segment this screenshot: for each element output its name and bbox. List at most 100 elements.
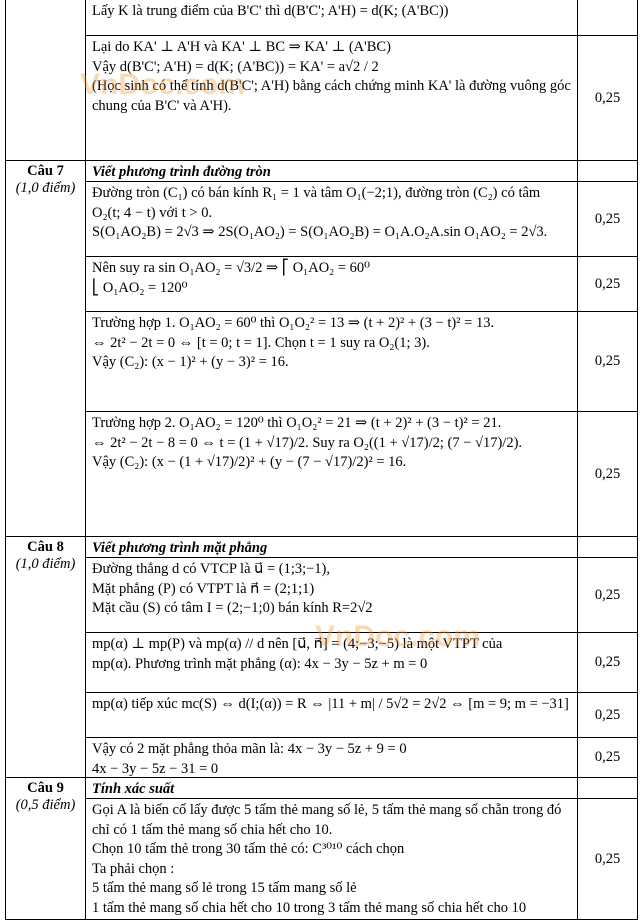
section-title: Viết phương trình đường tròn xyxy=(92,164,271,180)
score-cell: 0,25 xyxy=(577,312,637,411)
text-line: Đường thẳng d có VTCP là u⃗ = (1;3;−1), xyxy=(92,561,331,577)
score: 0,25 xyxy=(594,654,621,670)
text-line: Vậy có 2 mặt phẳng thỏa mãn là: 4x − 3y … xyxy=(92,741,407,757)
score-cell: 0,25 xyxy=(577,693,637,737)
text-line: 1 tấm thẻ mang số chia hết cho 10 trong … xyxy=(92,899,527,916)
part-row: Đường thẳng d có VTCP là u⃗ = (1;3;−1), M… xyxy=(86,557,637,632)
question-points: (0,5 điểm) xyxy=(15,797,76,813)
text-line: Trường hợp 2. O₁AO₂ = 120⁰ thì O₁O₂² = 2… xyxy=(92,415,502,431)
question-group: Câu 7 (1,0 điểm) Viết phương trình đường t… xyxy=(6,161,637,537)
part-content: mp(α) tiếp xúc mc(S) ⇔ d(I;(α)) = R ⇔ |1… xyxy=(86,693,577,737)
question-label: Câu 8 xyxy=(27,539,64,555)
part-row: Lại do KA' ⊥ A'H và KA' ⊥ BC ⇒ KA' ⊥ (A'… xyxy=(86,35,637,160)
question-label-cell: Câu 8 (1,0 điểm) xyxy=(6,537,86,777)
part-row: mp(α) tiếp xúc mc(S) ⇔ d(I;(α)) = R ⇔ |1… xyxy=(86,692,637,737)
score-cell xyxy=(577,537,637,557)
question-label-cell: Câu 9 (0,5 điểm) xyxy=(6,778,86,919)
part-content: Lại do KA' ⊥ A'H và KA' ⊥ BC ⇒ KA' ⊥ (A'… xyxy=(86,36,577,160)
score: 0,25 xyxy=(594,465,621,482)
text-line: ⎣ O₁AO₂ = 120⁰ xyxy=(92,279,188,296)
question-label-cell: Câu 7 (1,0 điểm) xyxy=(6,161,86,536)
text-line: ⇔ 2t² − 2t − 8 = 0 ⇔ t = (1 + √17)/2. Su… xyxy=(92,434,523,451)
section-title: Viết phương trình mặt phẳng xyxy=(92,540,268,556)
part-row: Trường hợp 1. O₁AO₂ = 60⁰ thì O₁O₂² = 13… xyxy=(86,311,637,411)
text-line: Gọi A là biến cố lấy được 5 tấm thẻ mang… xyxy=(92,802,562,838)
question-group: Câu 8 (1,0 điểm) Viết phương trình mặt phẳ… xyxy=(6,537,637,778)
score-cell: 0,25 xyxy=(577,633,637,692)
part-content: Gọi A là biến cố lấy được 5 tấm thẻ mang… xyxy=(86,799,577,919)
text-line: S(O₁AO₂B) = 2√3 ⇒ 2S(O₁AO₂) = S(O₁AO₂B) … xyxy=(92,224,548,241)
text-line: Vậy d(B'C'; A'H) = d(K; (A'BC)) = KA' = … xyxy=(92,58,379,75)
part-row: Trường hợp 2. O₁AO₂ = 120⁰ thì O₁O₂² = 2… xyxy=(86,411,637,536)
score: 0,25 xyxy=(594,749,621,765)
score-cell: 0,25 xyxy=(577,738,637,777)
text-line: Trường hợp 1. O₁AO₂ = 60⁰ thì O₁O₂² = 13… xyxy=(92,315,495,331)
score: 0,25 xyxy=(594,89,621,106)
score-cell: 0,25 xyxy=(577,182,637,256)
answer-table: Lấy K là trung điểm của B'C' thì d(B'C';… xyxy=(5,0,638,920)
score-cell: 0,25 xyxy=(577,36,637,160)
text-line: Vậy (C₂): (x − (1 + √17)/2)² + (y − (7 −… xyxy=(92,454,407,471)
part-content: Nên suy ra sin O₁AO₂ = √3/2 ⇒ ⎡ O₁AO₂ = … xyxy=(86,257,577,311)
part-content: Trường hợp 2. O₁AO₂ = 120⁰ thì O₁O₂² = 2… xyxy=(86,412,577,536)
part-row: mp(α) ⊥ mp(P) và mp(α) // d nên [u⃗, n⃗]… xyxy=(86,632,637,692)
text-line: Nên suy ra sin O₁AO₂ = √3/2 ⇒ ⎡ O₁AO₂ = … xyxy=(92,260,370,276)
score: 0,25 xyxy=(594,353,621,369)
text-line: mp(α) ⊥ mp(P) và mp(α) // d nên [u⃗, n⃗]… xyxy=(92,636,503,652)
title-row: Viết phương trình mặt phẳng xyxy=(86,537,637,557)
rows: Viết phương trình đường tròn Đường tròn (… xyxy=(86,161,637,536)
text-line: Lại do KA' ⊥ A'H và KA' ⊥ BC ⇒ KA' ⊥ (A'… xyxy=(92,39,391,55)
score: 0,25 xyxy=(594,275,621,292)
text-line: Lấy K là trung điểm của B'C' thì d(B'C';… xyxy=(92,3,449,19)
score: 0,25 xyxy=(594,706,621,723)
question-points: (1,0 điểm) xyxy=(15,180,76,196)
text-line: 5 tấm thẻ mang số lẻ trong 15 tấm mang s… xyxy=(92,880,357,897)
part-content: Đường tròn (C₁) có bán kính R₁ = 1 và tâ… xyxy=(86,182,577,256)
rows: Tính xác suất Gọi A là biến cố lấy được 5… xyxy=(86,778,637,919)
watermark: VnDoc.com xyxy=(315,620,481,653)
text-line: Chọn 10 tấm thẻ trong 30 tấm thẻ có: C³⁰… xyxy=(92,841,405,858)
question-label: Câu 9 xyxy=(27,780,64,796)
text-line: Mặt phẳng (P) có VTPT là n⃗ = (2;1;1) xyxy=(92,580,315,597)
watermark: VnDoc.com xyxy=(80,68,246,101)
text-line: ⇔ 2t² − 2t = 0 ⇔ [t = 0; t = 1]. Chọn t … xyxy=(92,334,430,351)
rows: Viết phương trình mặt phẳng Đường thẳng d… xyxy=(86,537,637,777)
part-row: Vậy có 2 mặt phẳng thỏa mãn là: 4x − 3y … xyxy=(86,737,637,777)
title-row: Tính xác suất xyxy=(86,778,637,798)
part-row: Lấy K là trung điểm của B'C' thì d(B'C';… xyxy=(86,0,637,35)
question-label: Câu 7 xyxy=(27,163,64,179)
question-points: (1,0 điểm) xyxy=(15,556,76,572)
score-cell: 0,25 xyxy=(577,257,637,311)
part-content: mp(α) ⊥ mp(P) và mp(α) // d nên [u⃗, n⃗]… xyxy=(86,633,577,692)
rows: Lấy K là trung điểm của B'C' thì d(B'C';… xyxy=(86,0,637,160)
score-cell xyxy=(577,161,637,181)
text-line: 4x − 3y − 5z − 31 = 0 xyxy=(92,760,219,777)
text-line: Vậy (C₂): (x − 1)² + (y − 3)² = 16. xyxy=(92,354,289,371)
section-title: Tính xác suất xyxy=(92,781,175,797)
part-content: Vậy có 2 mặt phẳng thỏa mãn là: 4x − 3y … xyxy=(86,738,577,777)
part-content: Đường thẳng d có VTCP là u⃗ = (1;3;−1), M… xyxy=(86,558,577,632)
score-cell: 0,25 xyxy=(577,799,637,919)
score-cell: 0,25 xyxy=(577,412,637,536)
question-label-cell xyxy=(6,0,86,160)
text-line: (Học sinh có thể tính d(B'C'; A'H) bằng … xyxy=(92,78,571,114)
question-group: Lấy K là trung điểm của B'C' thì d(B'C';… xyxy=(6,0,637,161)
part-row: Gọi A là biến cố lấy được 5 tấm thẻ mang… xyxy=(86,798,637,919)
title-row: Viết phương trình đường tròn xyxy=(86,161,637,181)
text-line: mp(α). Phương trình mặt phẳng (α): 4x − … xyxy=(92,655,428,672)
question-group: Câu 9 (0,5 điểm) Tính xác suất Gọi A là biế… xyxy=(6,778,637,920)
score: 0,25 xyxy=(594,210,621,227)
part-content: Lấy K là trung điểm của B'C' thì d(B'C';… xyxy=(86,0,577,35)
text-line: Mặt cầu (S) có tâm I = (2;−1;0) bán kính… xyxy=(92,600,373,617)
text-line: Ta phải chọn : xyxy=(92,860,175,877)
score-cell xyxy=(577,0,637,35)
part-row: Nên suy ra sin O₁AO₂ = √3/2 ⇒ ⎡ O₁AO₂ = … xyxy=(86,256,637,311)
text-line: mp(α) tiếp xúc mc(S) ⇔ d(I;(α)) = R ⇔ |1… xyxy=(92,696,569,712)
text-line: Đường tròn (C₁) có bán kính R₁ = 1 và tâ… xyxy=(92,185,541,221)
part-content: Trường hợp 1. O₁AO₂ = 60⁰ thì O₁O₂² = 13… xyxy=(86,312,577,411)
score: 0,25 xyxy=(594,586,621,603)
score-cell: 0,25 xyxy=(577,558,637,632)
score-cell xyxy=(577,778,637,798)
score: 0,25 xyxy=(594,850,621,867)
